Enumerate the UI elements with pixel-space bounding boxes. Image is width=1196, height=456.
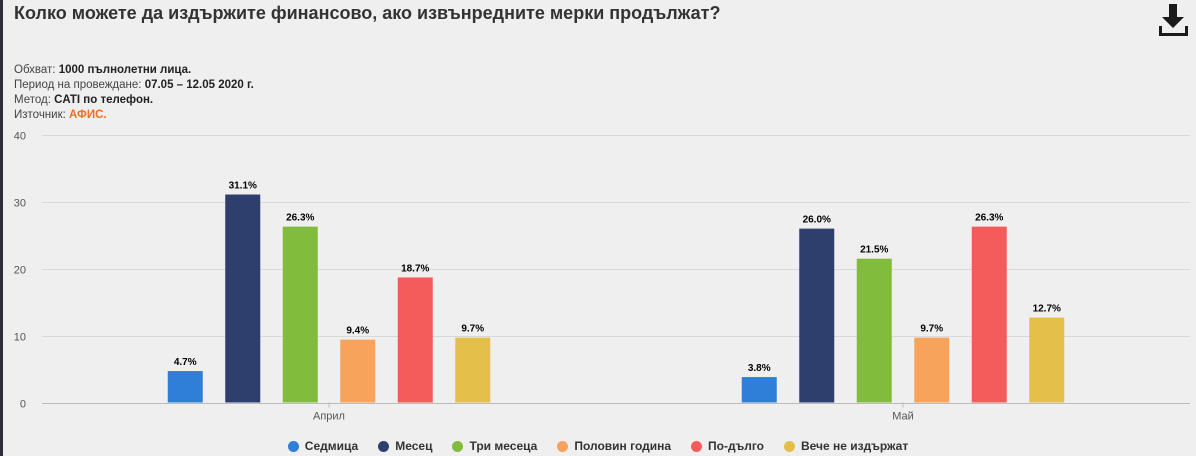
left-border (0, 0, 3, 456)
legend-label: Вече не издържат (801, 439, 909, 453)
data-label: 26.3% (975, 213, 1003, 224)
y-tick-label: 20 (14, 265, 26, 277)
chart-title: Колко можете да издържите финансово, ако… (14, 3, 721, 23)
data-label: 9.4% (346, 326, 369, 337)
legend-item[interactable]: По-дълго (691, 439, 764, 453)
meta-coverage-value: 1000 пълнолетни лица. (58, 64, 192, 76)
meta-period: Период на провеждане: 07.05 – 12.05 2020… (14, 78, 254, 93)
legend-item[interactable]: Седмица (287, 439, 359, 453)
data-label: 12.7% (1033, 304, 1061, 315)
survey-meta: Обхват: 1000 пълнолетни лица. Период на … (14, 63, 254, 123)
legend-marker (452, 440, 464, 452)
download-button[interactable] (1158, 4, 1192, 38)
bar[interactable] (167, 371, 203, 403)
bar[interactable] (741, 377, 777, 403)
legend-label: Седмица (304, 439, 359, 453)
data-label: 9.7% (920, 324, 943, 335)
x-tick-label: Април (313, 411, 345, 423)
data-label: 26.0% (803, 215, 831, 226)
y-tick-label: 40 (14, 131, 26, 143)
bar[interactable] (971, 226, 1007, 403)
data-label: 26.3% (286, 213, 314, 224)
meta-period-value: 07.05 – 12.05 2020 г. (144, 79, 254, 91)
legend-marker (287, 440, 299, 452)
data-label: 31.1% (229, 181, 257, 192)
bar[interactable] (799, 228, 835, 403)
chart-legend: Седмица Месец Три месеца Половин година По-д… (0, 439, 1196, 453)
meta-coverage-label: Обхват: (14, 64, 56, 76)
legend-marker (691, 440, 703, 452)
data-label: 3.8% (748, 363, 771, 374)
meta-method: Метод: CATI по телефон. (14, 93, 254, 108)
y-tick-label: 0 (20, 399, 26, 411)
bar[interactable] (282, 226, 318, 403)
meta-source-label: Източник: (14, 109, 66, 121)
bar[interactable] (856, 258, 892, 403)
legend-item[interactable]: Вече не издържат (784, 439, 908, 453)
legend-label: Половин година (574, 439, 672, 453)
legend-label: По-дълго (708, 439, 764, 453)
meta-source: Източник: АФИС. (14, 108, 254, 123)
download-icon (1159, 4, 1188, 36)
legend-item[interactable]: Месец (378, 439, 432, 453)
bar[interactable] (914, 337, 950, 403)
bar[interactable] (1029, 317, 1065, 403)
bar[interactable] (397, 277, 433, 403)
legend-marker (557, 440, 569, 452)
bar[interactable] (455, 337, 491, 403)
meta-source-value[interactable]: АФИС. (69, 109, 107, 121)
bar[interactable] (225, 194, 261, 403)
legend-marker (378, 440, 390, 452)
legend-item[interactable]: Половин година (557, 439, 671, 453)
legend-label: Три месеца (469, 439, 538, 453)
legend-label: Месец (395, 439, 433, 453)
legend-item[interactable]: Три месеца (452, 439, 537, 453)
meta-period-label: Период на провеждане: (14, 79, 142, 91)
x-tick-label: Май (892, 411, 914, 423)
legend-marker (784, 440, 795, 452)
y-tick-label: 10 (14, 332, 26, 344)
meta-method-label: Метод: (14, 94, 51, 106)
bar[interactable] (340, 339, 376, 403)
y-tick-label: 30 (14, 198, 26, 210)
data-label: 21.5% (860, 245, 888, 256)
data-label: 18.7% (401, 263, 429, 274)
meta-method-value: CATI по телефон. (54, 94, 154, 106)
meta-coverage: Обхват: 1000 пълнолетни лица. (14, 63, 254, 78)
bar-chart: 0 10 20 30 40 4.7% 31.1% 26.3% 9.4% 18.7% 9.7% Апри… (14, 131, 1190, 423)
data-label: 9.7% (461, 324, 484, 335)
data-label: 4.7% (174, 357, 197, 368)
